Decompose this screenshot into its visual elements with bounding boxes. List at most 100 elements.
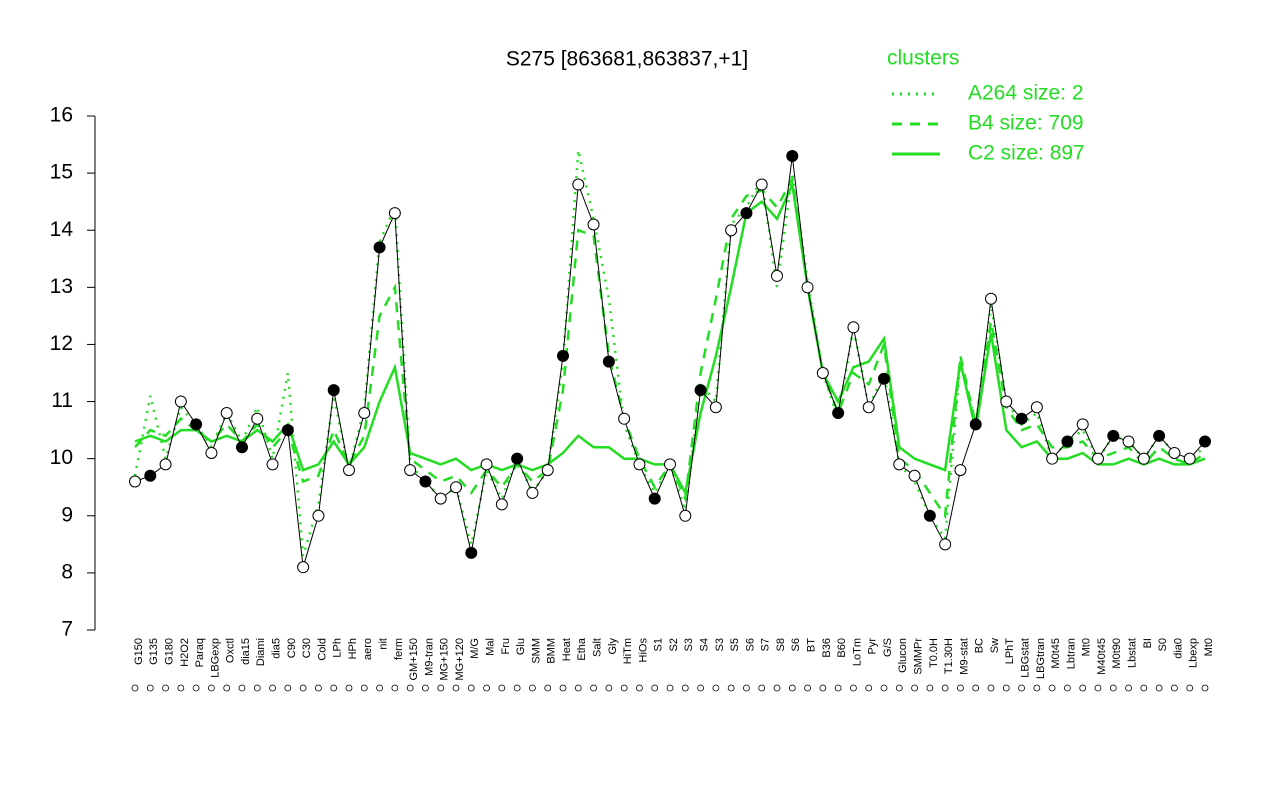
data-point bbox=[1137, 452, 1150, 465]
data-point bbox=[648, 492, 661, 505]
category-dot bbox=[162, 684, 169, 692]
category-dot bbox=[651, 684, 659, 692]
data-point bbox=[1168, 446, 1181, 459]
category-dot bbox=[498, 684, 506, 692]
data-point bbox=[388, 207, 401, 220]
data-point bbox=[985, 292, 997, 305]
category-dot bbox=[452, 684, 460, 692]
category-dot bbox=[437, 684, 445, 692]
category-dot bbox=[666, 684, 674, 692]
data-point bbox=[1122, 435, 1135, 448]
x-tick-label: G/S bbox=[882, 638, 894, 657]
category-dot bbox=[1033, 684, 1041, 692]
category-dot bbox=[712, 684, 720, 692]
category-dot bbox=[422, 684, 429, 692]
category-dot bbox=[865, 684, 873, 692]
category-dot bbox=[1018, 684, 1025, 692]
data-point bbox=[251, 412, 264, 425]
data-point bbox=[1061, 435, 1074, 448]
y-tick-label: 10 bbox=[50, 446, 73, 469]
category-dot bbox=[1155, 684, 1163, 692]
data-point bbox=[572, 178, 585, 191]
y-tick-label: 12 bbox=[50, 332, 73, 355]
category-dot bbox=[529, 684, 536, 692]
category-dot bbox=[605, 684, 613, 692]
x-tick-label: Pyr bbox=[867, 638, 879, 655]
data-point bbox=[281, 424, 294, 437]
y-tick-label: 13 bbox=[50, 275, 73, 298]
category-dot bbox=[131, 684, 139, 692]
category-dot bbox=[192, 684, 200, 692]
data-point bbox=[923, 509, 936, 522]
x-tick-label: Salt bbox=[591, 638, 603, 657]
category-dot bbox=[513, 684, 521, 692]
category-dot bbox=[1094, 684, 1102, 692]
category-dot bbox=[208, 684, 215, 692]
data-point bbox=[755, 178, 768, 191]
x-tick-label: S8 bbox=[775, 638, 787, 651]
legend-label: B4 size: 709 bbox=[968, 112, 1084, 135]
category-dot bbox=[957, 684, 964, 692]
category-dot bbox=[146, 684, 154, 692]
data-point bbox=[1015, 412, 1028, 425]
category-dot bbox=[926, 684, 934, 692]
x-tick-label: Paraq bbox=[194, 638, 206, 667]
category-dot bbox=[483, 684, 490, 692]
data-line bbox=[134, 155, 1206, 568]
data-point bbox=[740, 207, 753, 220]
legend-label: C2 size: 897 bbox=[968, 142, 1085, 165]
data-point bbox=[465, 546, 478, 559]
data-point bbox=[1092, 452, 1104, 465]
data-point bbox=[129, 475, 141, 488]
x-tick-label: S0 bbox=[1157, 638, 1169, 651]
x-tick-label: LPhT bbox=[1004, 638, 1016, 665]
x-tick-label: C90 bbox=[286, 638, 298, 658]
data-point bbox=[297, 561, 310, 574]
x-tick-label: M40t45 bbox=[1096, 638, 1108, 675]
x-tick-label: Lbtran bbox=[1065, 638, 1077, 669]
x-tick-label: nit bbox=[377, 638, 389, 650]
data-point bbox=[511, 452, 524, 465]
category-dot bbox=[620, 684, 628, 692]
x-tick-label: M0t45 bbox=[1050, 638, 1062, 669]
category-dot bbox=[850, 684, 857, 692]
x-tick-label: M9-tran bbox=[423, 638, 435, 676]
data-point bbox=[526, 486, 539, 499]
x-tick-label: Fru bbox=[500, 638, 512, 655]
x-tick-label: S6 bbox=[790, 638, 802, 651]
data-point bbox=[908, 469, 921, 482]
x-tick-label: Lbstat bbox=[1126, 638, 1138, 668]
x-tick-label: Diami bbox=[255, 638, 267, 666]
data-point bbox=[801, 281, 814, 294]
x-tick-label: Cold bbox=[316, 638, 328, 661]
data-point bbox=[174, 395, 187, 408]
data-point bbox=[266, 458, 279, 471]
category-dot bbox=[987, 684, 995, 692]
x-tick-label: dia0 bbox=[1172, 638, 1184, 659]
x-tick-label: HiTm bbox=[622, 638, 634, 664]
category-dot bbox=[819, 684, 827, 692]
x-tick-label: S2 bbox=[668, 638, 680, 651]
data-point bbox=[541, 464, 554, 477]
x-tick-label: M9-stat bbox=[958, 638, 970, 675]
category-dot bbox=[177, 684, 185, 692]
data-point bbox=[1107, 429, 1120, 442]
x-tick-label: H2O2 bbox=[179, 638, 191, 667]
data-point bbox=[404, 464, 417, 477]
data-point bbox=[343, 464, 355, 477]
x-tick-label: S1 bbox=[653, 638, 665, 651]
x-tick-label: Gly bbox=[607, 638, 619, 655]
data-point bbox=[159, 458, 172, 471]
category-dot bbox=[467, 684, 475, 692]
data-point bbox=[939, 538, 952, 551]
category-dot bbox=[299, 684, 307, 692]
x-tick-label: S7 bbox=[760, 638, 772, 651]
data-point bbox=[694, 384, 707, 397]
data-point bbox=[419, 475, 432, 488]
x-tick-label: C30 bbox=[301, 638, 313, 658]
y-tick-label: 14 bbox=[50, 218, 74, 241]
x-tick-label: S3 bbox=[683, 638, 695, 651]
data-point bbox=[633, 458, 646, 471]
category-dot bbox=[1109, 684, 1117, 692]
